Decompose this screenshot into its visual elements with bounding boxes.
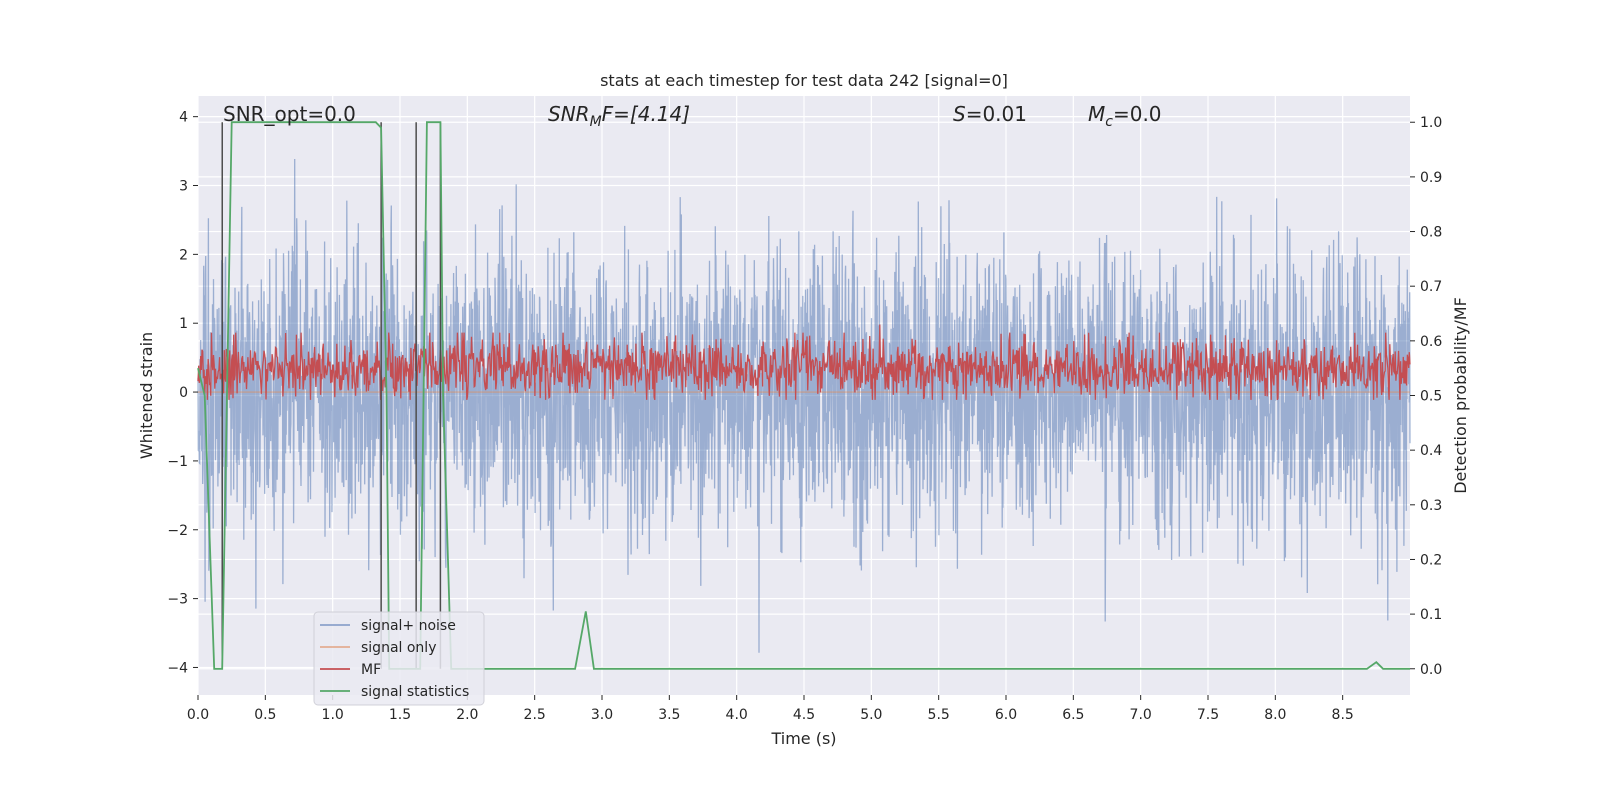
y2-tick-label: 1.0 (1420, 115, 1442, 131)
y2-tick-label: 0.8 (1420, 225, 1442, 241)
x-tick-label: 4.5 (793, 707, 815, 723)
x-tick-label: 4.0 (726, 707, 748, 723)
y2-tick-label: 0.1 (1420, 607, 1442, 623)
x-tick-label: 0.0 (187, 707, 209, 723)
y2-ticks: 0.0 0.1 0.2 0.3 0.4 0.5 0.6 0.7 0.8 0.9 1.0 (1410, 115, 1442, 678)
y2-tick-label: 0.2 (1420, 552, 1442, 568)
y2-tick-label: 0.9 (1420, 170, 1442, 186)
x-ticks: 0.0 0.5 1.0 1.5 2.0 2.5 3.0 3.5 4.0 4.5 5.0 5.5 6.0 6… (187, 695, 1354, 723)
x-tick-label: 5.0 (860, 707, 882, 723)
y-tick-label: −1 (167, 454, 188, 470)
annotation-snr-mf-main: SNR (548, 102, 590, 126)
legend-label: signal statistics (361, 684, 469, 700)
x-tick-label: 1.0 (322, 707, 344, 723)
annotation-mc-sub: c (1105, 114, 1113, 130)
y-tick-label: −2 (167, 523, 188, 539)
x-axis-label: Time (s) (770, 729, 836, 748)
mf-series (197, 324, 1411, 401)
legend-label: signal+ noise (361, 618, 456, 634)
y-tick-label: 3 (179, 179, 188, 195)
annotation-s-main: S (953, 102, 966, 126)
annotation-snr-mf-sub: M (590, 114, 602, 130)
y2-tick-label: 0.0 (1420, 662, 1442, 678)
y-tick-label: −4 (167, 660, 188, 676)
x-tick-label: 7.5 (1197, 707, 1219, 723)
x-tick-label: 5.5 (928, 707, 950, 723)
y-tick-label: −3 (167, 592, 188, 608)
y-tick-label: 2 (179, 247, 188, 263)
x-tick-label: 6.5 (1062, 707, 1084, 723)
annotation-snr-mf: SNRMF=[4.14] (548, 102, 690, 130)
annotation-mc-main: M (1088, 102, 1105, 126)
series-signal-statistics (197, 121, 1410, 670)
y-tick-label: 1 (179, 316, 188, 332)
marker-lines (221, 122, 442, 669)
annotation-snr-opt: SNR_opt=0.0 (223, 102, 356, 126)
series-mf (197, 324, 1411, 401)
x-tick-label: 7.0 (1130, 707, 1152, 723)
legend-box (313, 611, 485, 706)
x-tick-label: 8.5 (1332, 707, 1354, 723)
x-tick-label: 3.5 (658, 707, 680, 723)
legend: signal+ noise signal only MF signal statist… (313, 611, 485, 706)
y2-tick-label: 0.5 (1420, 389, 1442, 405)
chart-title: stats at each timestep for test data 242… (600, 71, 1008, 90)
y-ticks: −4 −3 −2 −1 0 1 2 3 4 (167, 110, 198, 676)
annotation-s-rest: =0.01 (966, 102, 1027, 126)
y2-tick-label: 0.7 (1420, 279, 1442, 295)
y2-axis-label: Detection probability/MF (1451, 297, 1470, 494)
annotation-mc-rest: =0.0 (1113, 102, 1162, 126)
x-tick-label: 0.5 (254, 707, 276, 723)
y-tick-label: 0 (179, 385, 188, 401)
y2-tick-label: 0.6 (1420, 334, 1442, 350)
y-axis-label: Whitened strain (137, 332, 156, 459)
annotation-snr-mf-rest: F=[4.14] (602, 102, 690, 126)
legend-label: MF (361, 662, 381, 678)
annotation-s: S=0.01 (953, 102, 1027, 126)
y-tick-label: 4 (179, 110, 188, 126)
x-tick-label: 2.5 (524, 707, 546, 723)
y2-tick-label: 0.3 (1420, 498, 1442, 514)
y2-tick-label: 0.4 (1420, 443, 1442, 459)
signal-statistics-series (197, 121, 1410, 670)
x-tick-label: 1.5 (389, 707, 411, 723)
x-tick-label: 8.0 (1264, 707, 1286, 723)
x-tick-label: 3.0 (591, 707, 613, 723)
x-tick-label: 2.0 (456, 707, 478, 723)
legend-label: signal only (361, 640, 436, 656)
x-tick-label: 6.0 (995, 707, 1017, 723)
annotation-mc: Mc=0.0 (1088, 102, 1162, 130)
